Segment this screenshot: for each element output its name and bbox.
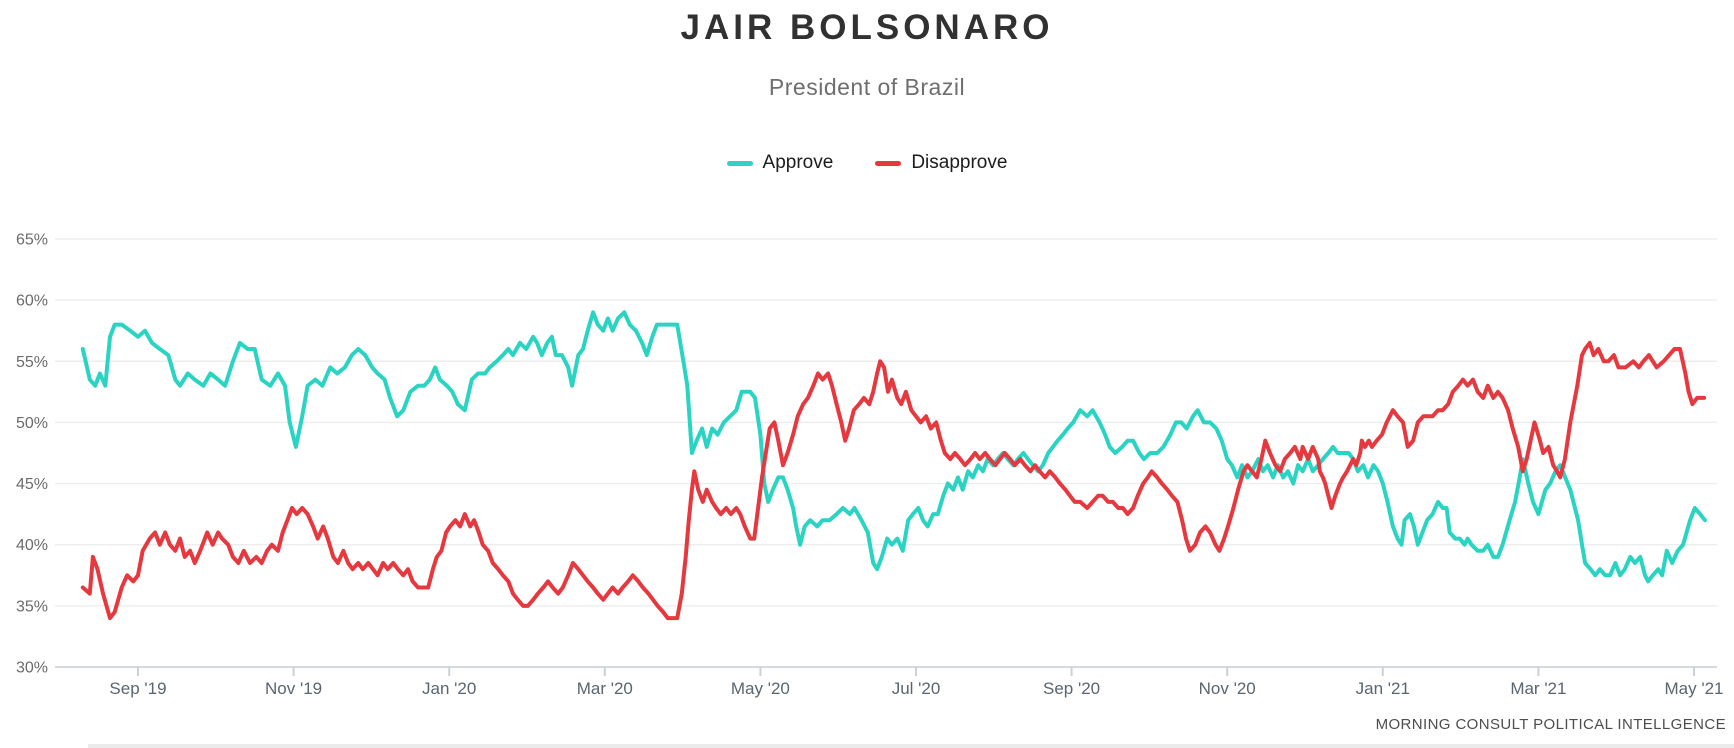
x-axis-label: Mar '21 <box>1510 679 1566 698</box>
approve-line-swatch-icon <box>726 160 753 166</box>
y-axis-label-35: 35% <box>16 598 48 615</box>
x-axis-label: Sep '19 <box>109 679 166 698</box>
source-attribution: MORNING CONSULT POLITICAL INTELLGENCE <box>1375 716 1726 733</box>
approve-line <box>80 310 1707 584</box>
legend: Approve Disapprove <box>0 152 1734 174</box>
x-axis-label: Jul '20 <box>892 679 941 698</box>
x-axis-label: Jan '20 <box>422 679 476 698</box>
legend-label-approve: Approve <box>762 152 834 173</box>
y-axis-label-65: 65% <box>16 231 48 248</box>
x-axis-label: Nov '19 <box>265 679 322 698</box>
x-axis-label: Sep '20 <box>1043 679 1100 698</box>
y-axis-label-45: 45% <box>16 476 48 493</box>
page-title: JAIR BOLSONARO <box>680 8 1054 47</box>
legend-item-approve[interactable]: Approve <box>726 152 834 174</box>
y-axis-label-60: 60% <box>16 293 48 310</box>
x-axis-label: Nov '20 <box>1199 679 1256 698</box>
legend-label-disapprove: Disapprove <box>911 152 1008 173</box>
x-axis-label: Jan '21 <box>1356 679 1410 698</box>
legend-item-disapprove[interactable]: Disapprove <box>875 152 1007 174</box>
y-axis-label-40: 40% <box>16 537 48 554</box>
bottom-divider <box>88 744 1734 748</box>
x-axis-label: May '20 <box>731 679 790 698</box>
x-axis-label: Mar '20 <box>577 679 633 698</box>
y-axis-label-30: 30% <box>16 660 48 677</box>
y-axis-label-50: 50% <box>16 415 48 432</box>
disapprove-line <box>80 340 1707 621</box>
disapprove-line-swatch-icon <box>875 160 902 166</box>
x-axis-label: May '21 <box>1665 679 1724 698</box>
page-subtitle: President of Brazil <box>768 74 966 100</box>
y-axis-label-55: 55% <box>16 354 48 371</box>
